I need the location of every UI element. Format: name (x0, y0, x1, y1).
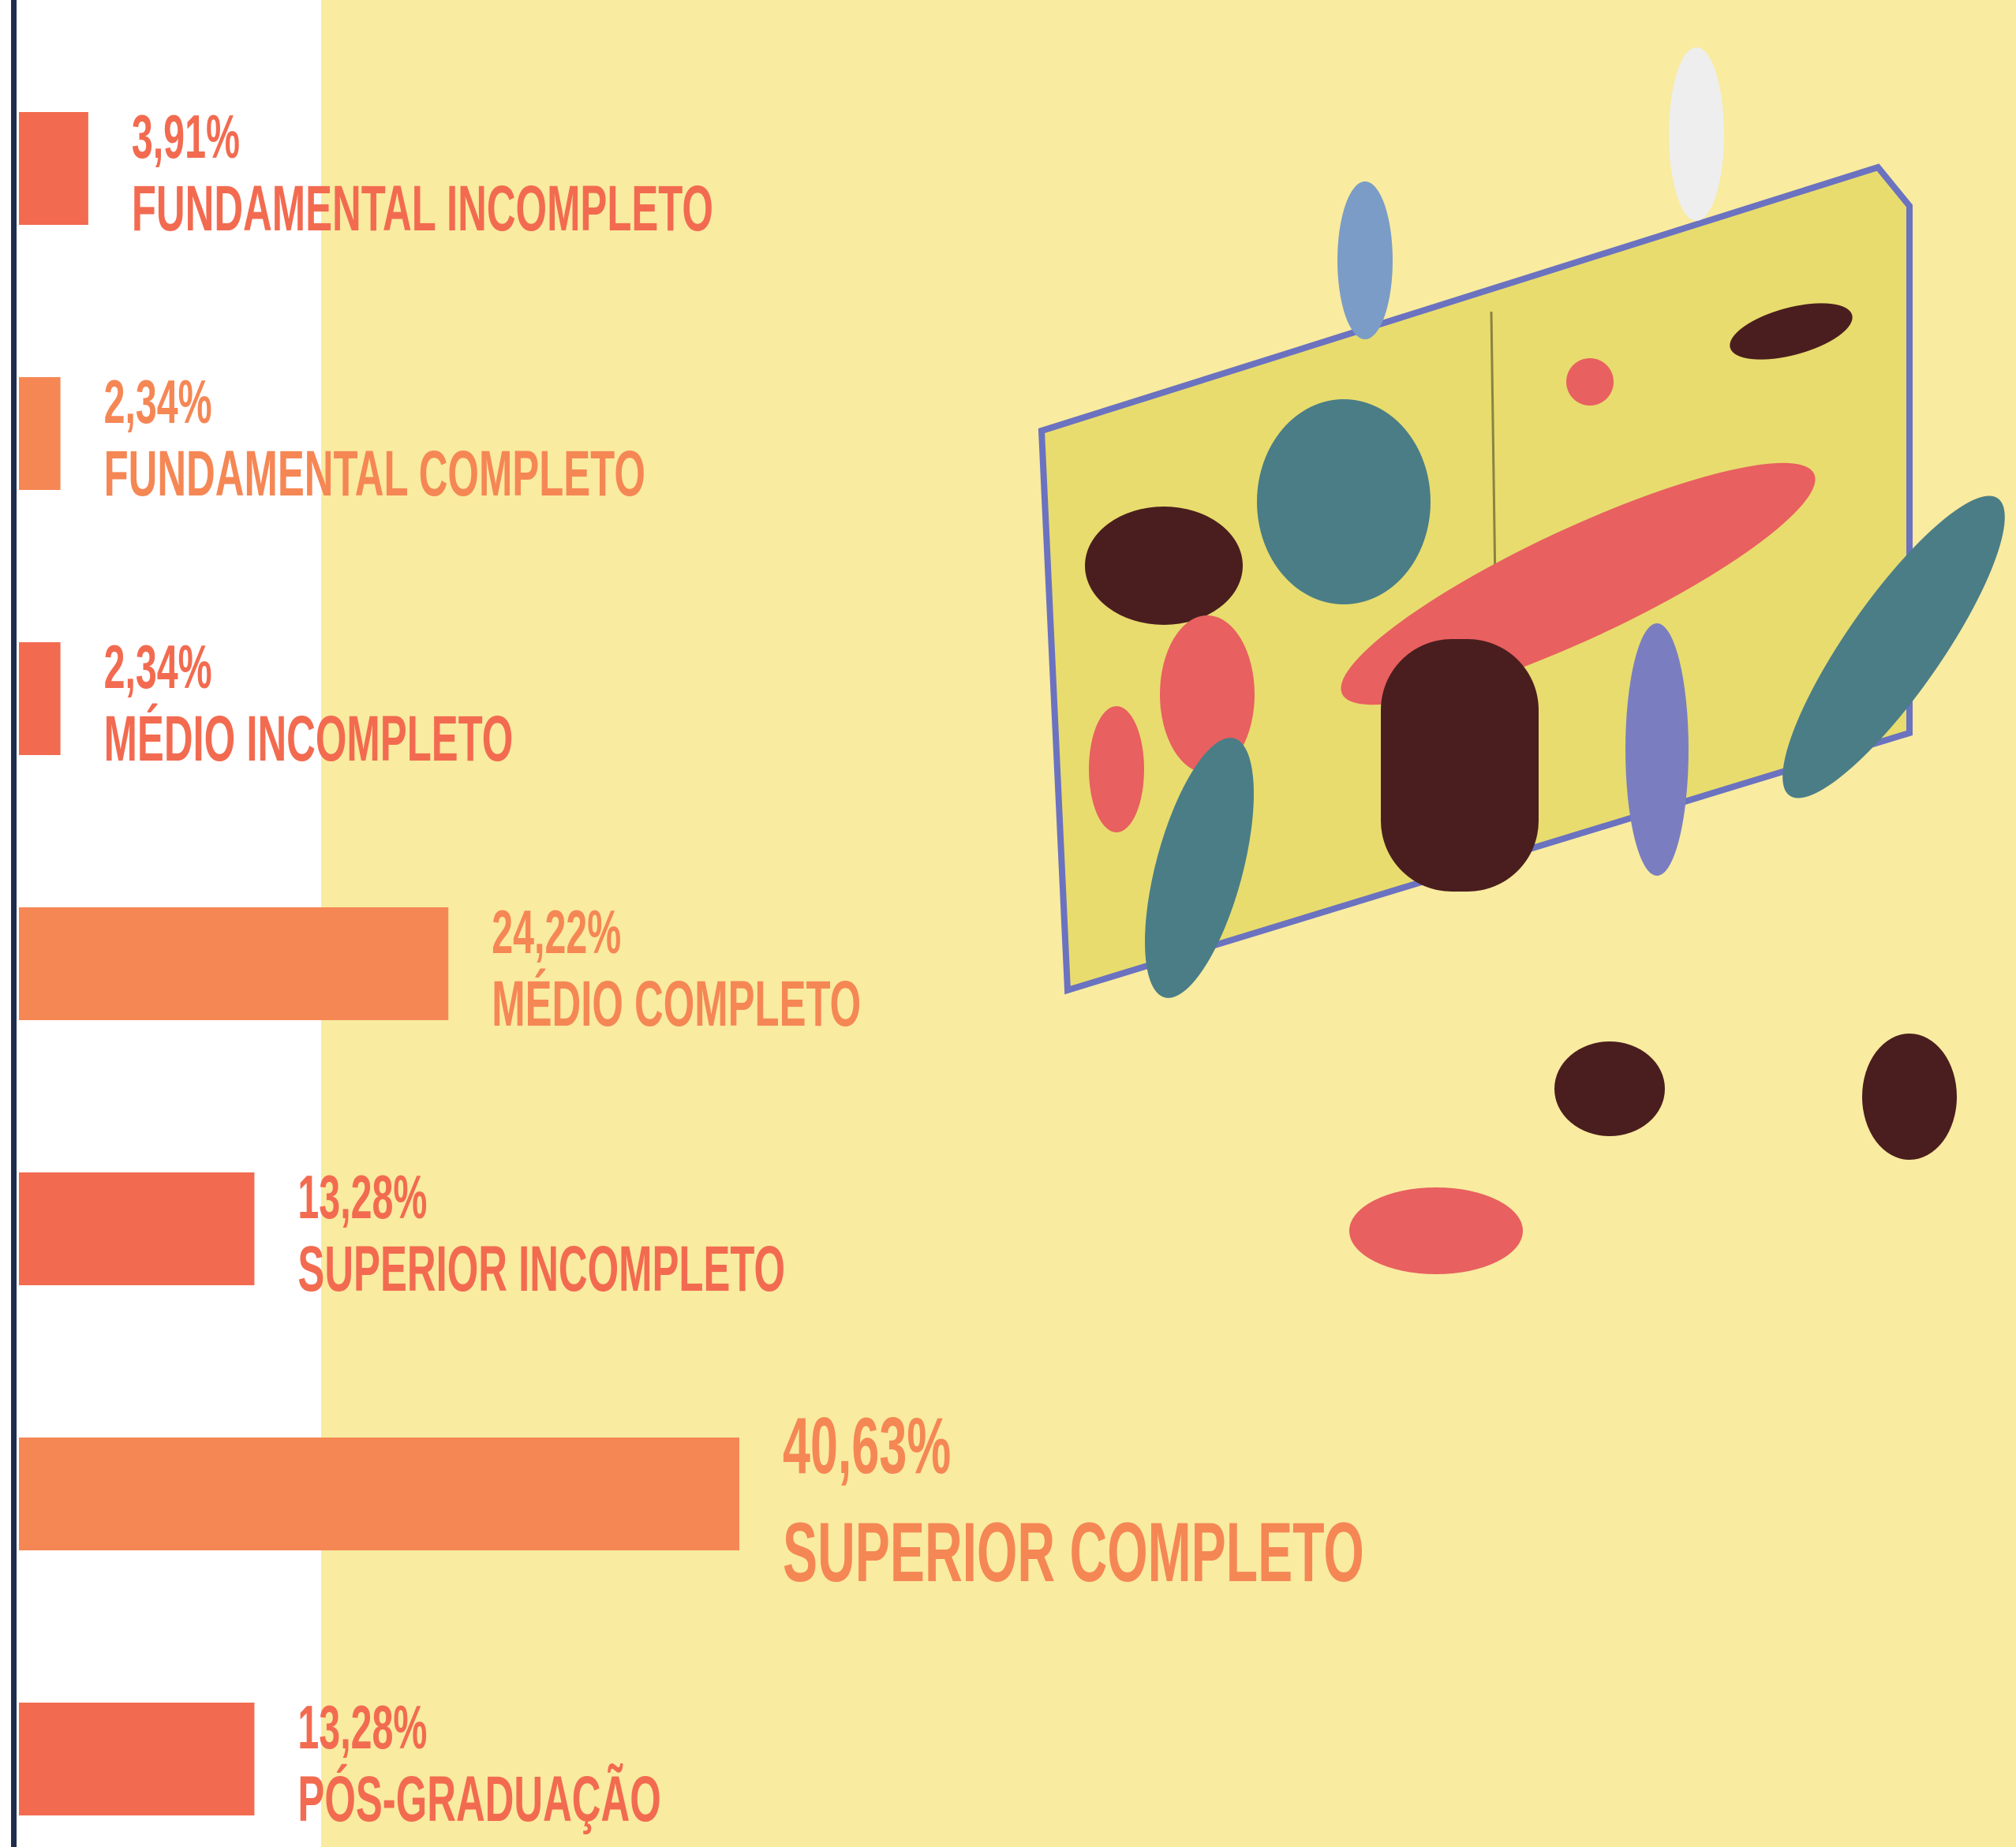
person-standing-2 (1669, 47, 1724, 221)
bar (19, 1438, 739, 1550)
bar (19, 642, 61, 755)
value-label: 2,34% (104, 367, 212, 436)
leaf-dark (1085, 507, 1243, 625)
illustration (1038, 47, 2005, 1274)
value-label: 2,34% (104, 632, 212, 701)
person-standing (1337, 181, 1393, 339)
plant-right (1782, 495, 2005, 798)
axis-line (11, 0, 17, 1847)
category-label: MÉDIO COMPLETO (492, 968, 861, 1040)
person-sitting (1554, 1041, 1665, 1136)
bar (19, 1172, 255, 1285)
person-lying (1349, 1187, 1523, 1274)
bar (19, 907, 449, 1020)
category-label: FUNDAMENTAL INCOMPLETO (132, 173, 713, 245)
value-label: 13,28% (297, 1162, 427, 1232)
category-label: SUPERIOR COMPLETO (783, 1505, 1364, 1599)
leaf-red (1160, 615, 1255, 773)
plant-purple (1625, 623, 1689, 876)
person-sitting-2 (1862, 1034, 1957, 1160)
value-label: 3,91% (132, 102, 240, 171)
value-label: 13,28% (297, 1692, 427, 1762)
bar (19, 112, 88, 225)
leaf (1257, 399, 1431, 604)
category-label: PÓS-GRADUAÇÃO (297, 1763, 660, 1835)
category-label: MÉDIO INCOMPLETO (104, 703, 514, 775)
bars: 3,91%FUNDAMENTAL INCOMPLETO2,34%FUNDAMEN… (19, 102, 1364, 1835)
leaf-red-small (1089, 706, 1144, 832)
arch (1381, 639, 1539, 892)
sun (1566, 358, 1614, 406)
plant (1145, 738, 1254, 998)
value-label: 40,63% (783, 1401, 951, 1490)
category-label: SUPERIOR INCOMPLETO (297, 1233, 785, 1305)
value-label: 24,22% (492, 897, 621, 966)
bar (19, 377, 61, 490)
category-label: FUNDAMENTAL COMPLETO (104, 438, 645, 510)
bar (19, 1703, 255, 1815)
leaf-top (1730, 303, 1853, 360)
